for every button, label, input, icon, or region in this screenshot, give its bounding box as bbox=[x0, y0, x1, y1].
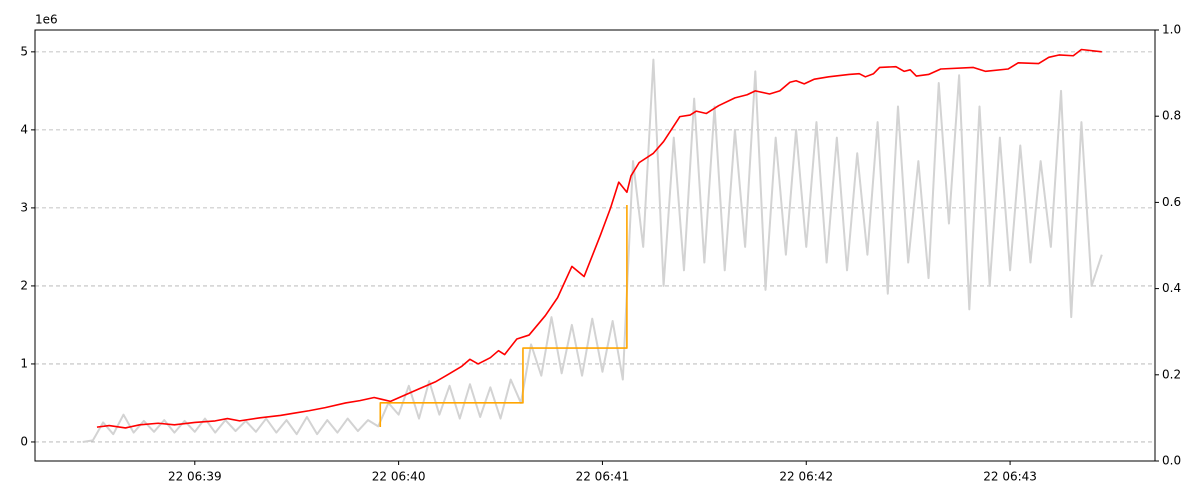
y-offset-label: 1e6 bbox=[35, 13, 58, 27]
y-tick-label: 2 bbox=[20, 278, 28, 292]
y-tick-label: 0 bbox=[20, 434, 28, 448]
y2-tick-label: 0.6 bbox=[1162, 195, 1181, 209]
y2-tick-label: 1.0 bbox=[1162, 23, 1181, 37]
y-tick-label: 1 bbox=[20, 356, 28, 370]
y-tick-label: 5 bbox=[20, 44, 28, 58]
series-line bbox=[82, 58, 1103, 443]
y2-tick-label: 0.0 bbox=[1162, 454, 1181, 468]
y2-tick-label: 0.4 bbox=[1162, 281, 1181, 295]
series-line bbox=[379, 204, 628, 427]
x-tick-label: 22 06:39 bbox=[168, 470, 222, 484]
plot-frame bbox=[34, 29, 1156, 462]
x-tick-label: 22 06:42 bbox=[779, 470, 833, 484]
x-tick-label: 22 06:41 bbox=[576, 470, 630, 484]
y2-tick-label: 0.2 bbox=[1162, 367, 1181, 381]
x-tick-label: 22 06:43 bbox=[983, 470, 1037, 484]
x-tick-label: 22 06:40 bbox=[372, 470, 426, 484]
y-tick-label: 3 bbox=[20, 200, 28, 214]
series-line bbox=[96, 48, 1102, 429]
y2-tick-label: 0.8 bbox=[1162, 109, 1181, 123]
y-tick-label: 4 bbox=[20, 122, 28, 136]
